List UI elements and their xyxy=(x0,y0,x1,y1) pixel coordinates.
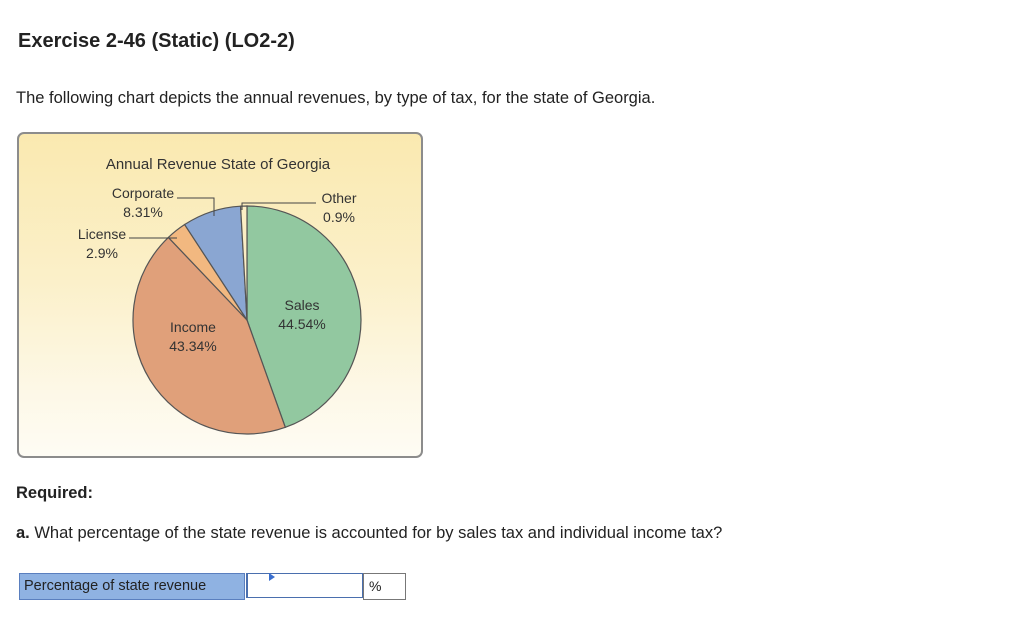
answer-label: Percentage of state revenue xyxy=(19,573,245,600)
slice-name-income: Income xyxy=(170,319,216,335)
slice-name-license: License xyxy=(78,226,126,242)
intro-text: The following chart depicts the annual r… xyxy=(16,89,656,107)
input-flag-icon xyxy=(269,573,275,581)
slice-value-license: 2.9% xyxy=(86,245,118,261)
leader-line-corporate xyxy=(177,197,215,216)
pie-slice-income xyxy=(132,236,287,435)
slice-value-corporate: 8.31% xyxy=(123,204,163,220)
slice-name-other: Other xyxy=(321,190,356,206)
question-letter: a. xyxy=(16,524,30,542)
slice-name-sales: Sales xyxy=(284,297,319,313)
required-heading: Required: xyxy=(16,484,94,502)
pie-slice-other xyxy=(239,205,248,321)
leader-line-other xyxy=(241,202,316,210)
question-a: a. What percentage of the state revenue … xyxy=(16,524,722,543)
slice-name-corporate: Corporate xyxy=(112,185,174,201)
answer-row: Percentage of state revenue % xyxy=(19,573,406,600)
pie-slice-sales xyxy=(246,205,362,429)
percent-unit-label: % xyxy=(363,573,406,600)
exercise-title: Exercise 2-46 (Static) (LO2-2) xyxy=(18,30,295,52)
question-text: What percentage of the state revenue is … xyxy=(29,524,723,542)
chart-title: Annual Revenue State of Georgia xyxy=(106,156,331,173)
pie-chart: Annual Revenue State of Georgia Sales 44.5… xyxy=(78,156,362,435)
pie-chart-panel: Annual Revenue State of Georgia Sales 44.5… xyxy=(17,132,423,458)
slice-value-income: 43.34% xyxy=(169,338,216,354)
slice-value-other: 0.9% xyxy=(323,209,355,225)
percentage-input[interactable] xyxy=(246,573,363,598)
slice-value-sales: 44.54% xyxy=(278,316,325,332)
